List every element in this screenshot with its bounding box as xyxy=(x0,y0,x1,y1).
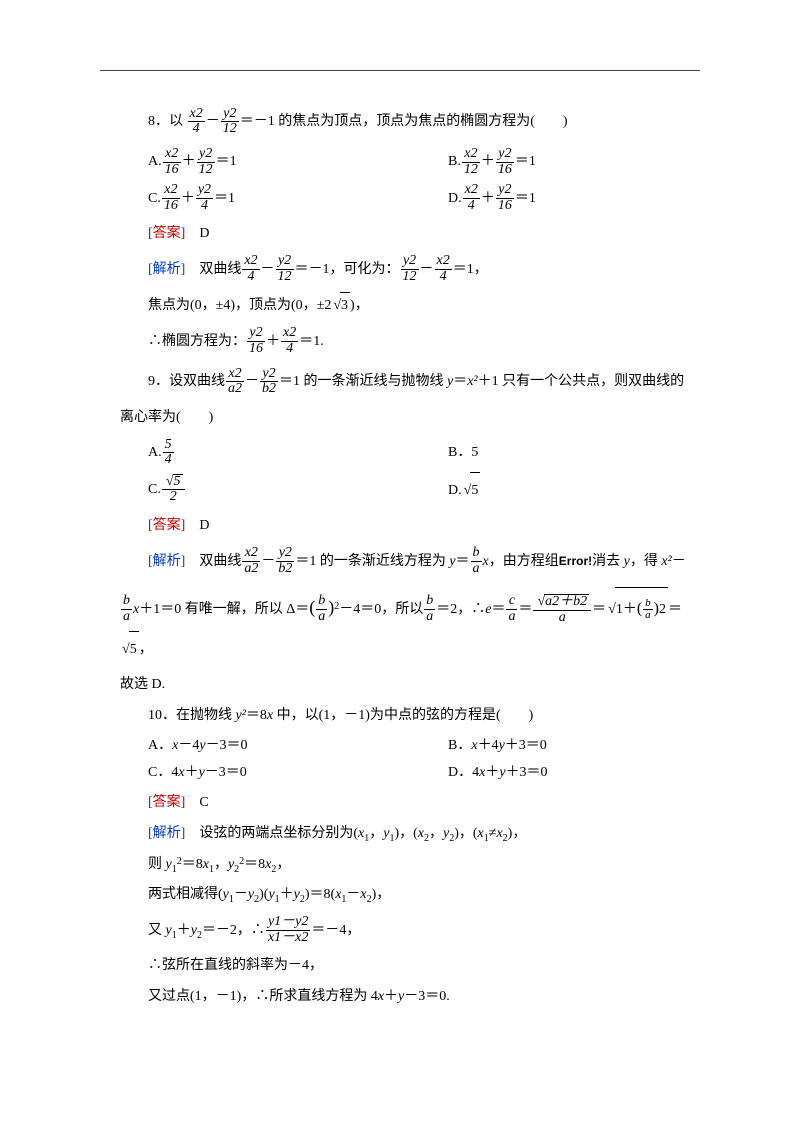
q10-optC: C．4x＋y－3＝0 xyxy=(148,760,448,787)
q10-opts-row1: A．x－4y－3＝0 B．x＋4y＋3＝0 xyxy=(148,733,700,760)
q10-ana1: [解析] 设弦的两端点坐标分别为(x1，y1)，(x2，y2)，(x1≠x2)， xyxy=(148,821,700,848)
q8-tail: ＝－1 的焦点为顶点，顶点为焦点的椭圆方程为( ) xyxy=(240,114,568,129)
q9-ana1: [解析] 双曲线x2a2－y2b2＝1 的一条渐近线方程为 y＝bax，由方程组… xyxy=(148,544,700,580)
q10-opts-row2: C．4x＋y－3＝0 D．4x＋y＋3＝0 xyxy=(148,760,700,787)
content: 8．以 x24－y212＝－1 的焦点为顶点，顶点为焦点的椭圆方程为( ) A.… xyxy=(120,70,700,1010)
q9-opts-row2: C.52 D.5 xyxy=(148,472,700,509)
q8-optC: C.x216＋y24＝1 xyxy=(148,181,448,217)
q10-ana3: 两式相减得(y1－y2)(y1＋y2)＝8(x1－x2)， xyxy=(148,882,700,909)
q10-stem: 10．在抛物线 y²＝8x 中，以(1，－1)为中点的弦的方程是( ) xyxy=(148,703,700,730)
q8-ana2: 焦点为(0，±4)，顶点为(0，±23)， xyxy=(148,292,700,320)
analysis-label: [解析] xyxy=(148,262,185,277)
q8-num: 8．以 xyxy=(148,114,183,129)
q8-ana1: [解析] 双曲线x24－y212＝－1，可化为：y212－x24＝1， xyxy=(148,252,700,288)
q8-optD: D.x24＋y216＝1 xyxy=(448,181,748,217)
q9-stem: 9．设双曲线x2a2－y2b2＝1 的一条渐近线与抛物线 y＝x²＋1 只有一个… xyxy=(120,364,700,400)
q9-optA: A.54 xyxy=(148,435,448,471)
answer-label: [答案] xyxy=(148,226,185,241)
q10-optB: B．x＋4y＋3＝0 xyxy=(448,733,748,760)
q9-optD: D.5 xyxy=(448,472,748,509)
q10-ana4: 又 y1＋y2＝－2，∴y1－y2x1－x2＝－4， xyxy=(148,913,700,949)
frac-x2-4: x24 xyxy=(188,107,205,137)
q10-optA: A．x－4y－3＝0 xyxy=(148,733,448,760)
frac-y2-12: y212 xyxy=(221,107,239,137)
q10-ana5: ∴弦所在直线的斜率为－4， xyxy=(148,953,700,980)
q8-opts-row2: C.x216＋y24＝1 D.x24＋y216＝1 xyxy=(148,181,700,217)
error-icon: Error! xyxy=(559,554,592,568)
q10-ana6: 又过点(1，－1)，∴所求直线方程为 4x＋y－3＝0. xyxy=(148,984,700,1011)
q8-optA: A.x216＋y212＝1 xyxy=(148,144,448,180)
q9-optC: C.52 xyxy=(148,472,448,509)
q10-optD: D．4x＋y＋3＝0 xyxy=(448,760,748,787)
q9-answer: [答案] D xyxy=(148,513,700,540)
q8-opts-row1: A.x216＋y212＝1 B.x212＋y216＝1 xyxy=(148,144,700,180)
q8-stem: 8．以 x24－y212＝－1 的焦点为顶点，顶点为焦点的椭圆方程为( ) xyxy=(120,104,700,140)
q9-opts-row1: A.54 B．5 xyxy=(148,435,700,471)
q10-answer: [答案] C xyxy=(148,790,700,817)
q9-ana3: 故选 D. xyxy=(120,672,700,699)
q9-optB: B．5 xyxy=(448,435,748,471)
top-rule xyxy=(100,70,700,71)
q8-optB: B.x212＋y216＝1 xyxy=(448,144,748,180)
q8-answer: [答案] D xyxy=(148,221,700,248)
q9-ana2: bax＋1＝0 有唯一解，所以 Δ＝(ba)2－4＝0，所以ba＝2，∴e＝ca… xyxy=(120,584,700,668)
q8-ana3: ∴椭圆方程为：y216＋x24＝1. xyxy=(148,324,700,360)
q9-stem2: 离心率为( ) xyxy=(120,405,700,432)
q10-ana2: 则 y12＝8x1，y22＝8x2， xyxy=(148,852,700,879)
page: 8．以 x24－y212＝－1 的焦点为顶点，顶点为焦点的椭圆方程为( ) A.… xyxy=(0,0,800,1132)
